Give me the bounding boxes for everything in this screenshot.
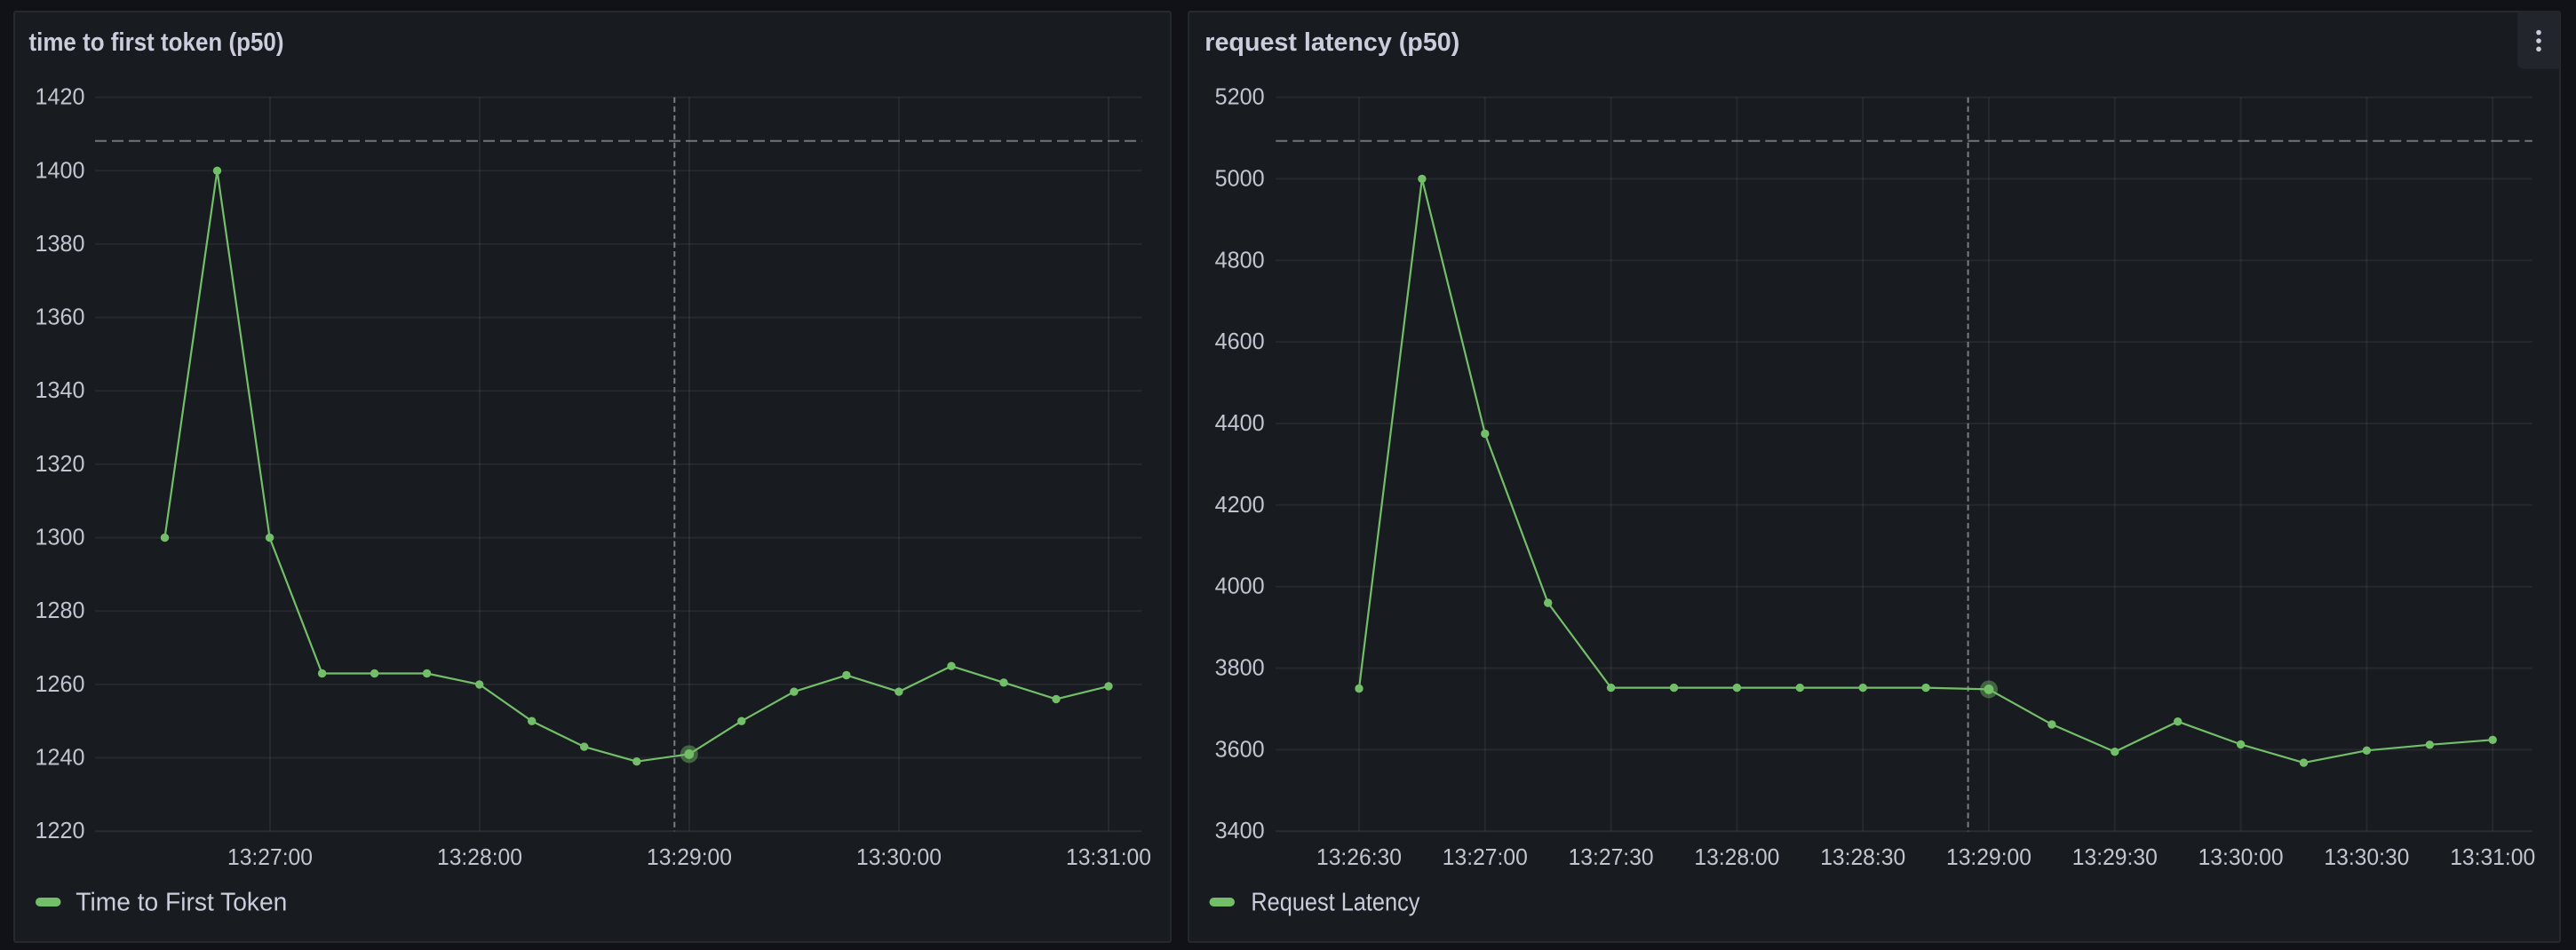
svg-text:4800: 4800 bbox=[1215, 246, 1265, 273]
svg-text:13:31:00: 13:31:00 bbox=[1066, 843, 1151, 870]
svg-text:5200: 5200 bbox=[1215, 83, 1265, 110]
svg-text:1240: 1240 bbox=[36, 744, 85, 771]
svg-text:1380: 1380 bbox=[36, 230, 85, 257]
svg-text:13:30:30: 13:30:30 bbox=[2324, 843, 2409, 870]
svg-text:13:29:30: 13:29:30 bbox=[2072, 843, 2158, 870]
svg-text:13:29:00: 13:29:00 bbox=[1946, 843, 2031, 870]
svg-text:Request Latency: Request Latency bbox=[1251, 889, 1419, 917]
svg-text:1420: 1420 bbox=[36, 83, 85, 110]
svg-text:1220: 1220 bbox=[36, 817, 85, 843]
svg-text:4200: 4200 bbox=[1215, 491, 1265, 518]
svg-text:request latency (p50): request latency (p50) bbox=[1205, 28, 1459, 57]
svg-text:13:29:00: 13:29:00 bbox=[647, 843, 732, 870]
svg-text:Time to First Token: Time to First Token bbox=[76, 889, 287, 917]
svg-text:13:30:00: 13:30:00 bbox=[2198, 843, 2284, 870]
svg-text:4600: 4600 bbox=[1215, 328, 1265, 354]
svg-text:3800: 3800 bbox=[1215, 654, 1265, 681]
svg-text:1340: 1340 bbox=[36, 376, 85, 403]
svg-text:4000: 4000 bbox=[1215, 573, 1265, 599]
svg-text:13:31:00: 13:31:00 bbox=[2450, 843, 2535, 870]
svg-text:13:26:30: 13:26:30 bbox=[1316, 843, 1402, 870]
svg-text:1320: 1320 bbox=[36, 450, 85, 477]
svg-text:13:27:00: 13:27:00 bbox=[1443, 843, 1528, 870]
svg-text:1260: 1260 bbox=[36, 670, 85, 697]
svg-text:13:28:30: 13:28:30 bbox=[1820, 843, 1905, 870]
svg-text:13:27:30: 13:27:30 bbox=[1569, 843, 1654, 870]
svg-text:1280: 1280 bbox=[36, 597, 85, 623]
svg-text:5000: 5000 bbox=[1215, 164, 1265, 191]
svg-text:1300: 1300 bbox=[36, 524, 85, 550]
svg-text:13:28:00: 13:28:00 bbox=[437, 843, 522, 870]
svg-text:13:27:00: 13:27:00 bbox=[227, 843, 313, 870]
svg-text:1360: 1360 bbox=[36, 304, 85, 330]
svg-text:3600: 3600 bbox=[1215, 735, 1265, 762]
svg-text:3400: 3400 bbox=[1215, 817, 1265, 843]
svg-text:4400: 4400 bbox=[1215, 409, 1265, 436]
svg-text:13:28:00: 13:28:00 bbox=[1694, 843, 1779, 870]
svg-text:13:30:00: 13:30:00 bbox=[856, 843, 942, 870]
svg-text:time to first token (p50): time to first token (p50) bbox=[29, 28, 284, 57]
svg-text:1400: 1400 bbox=[36, 156, 85, 183]
